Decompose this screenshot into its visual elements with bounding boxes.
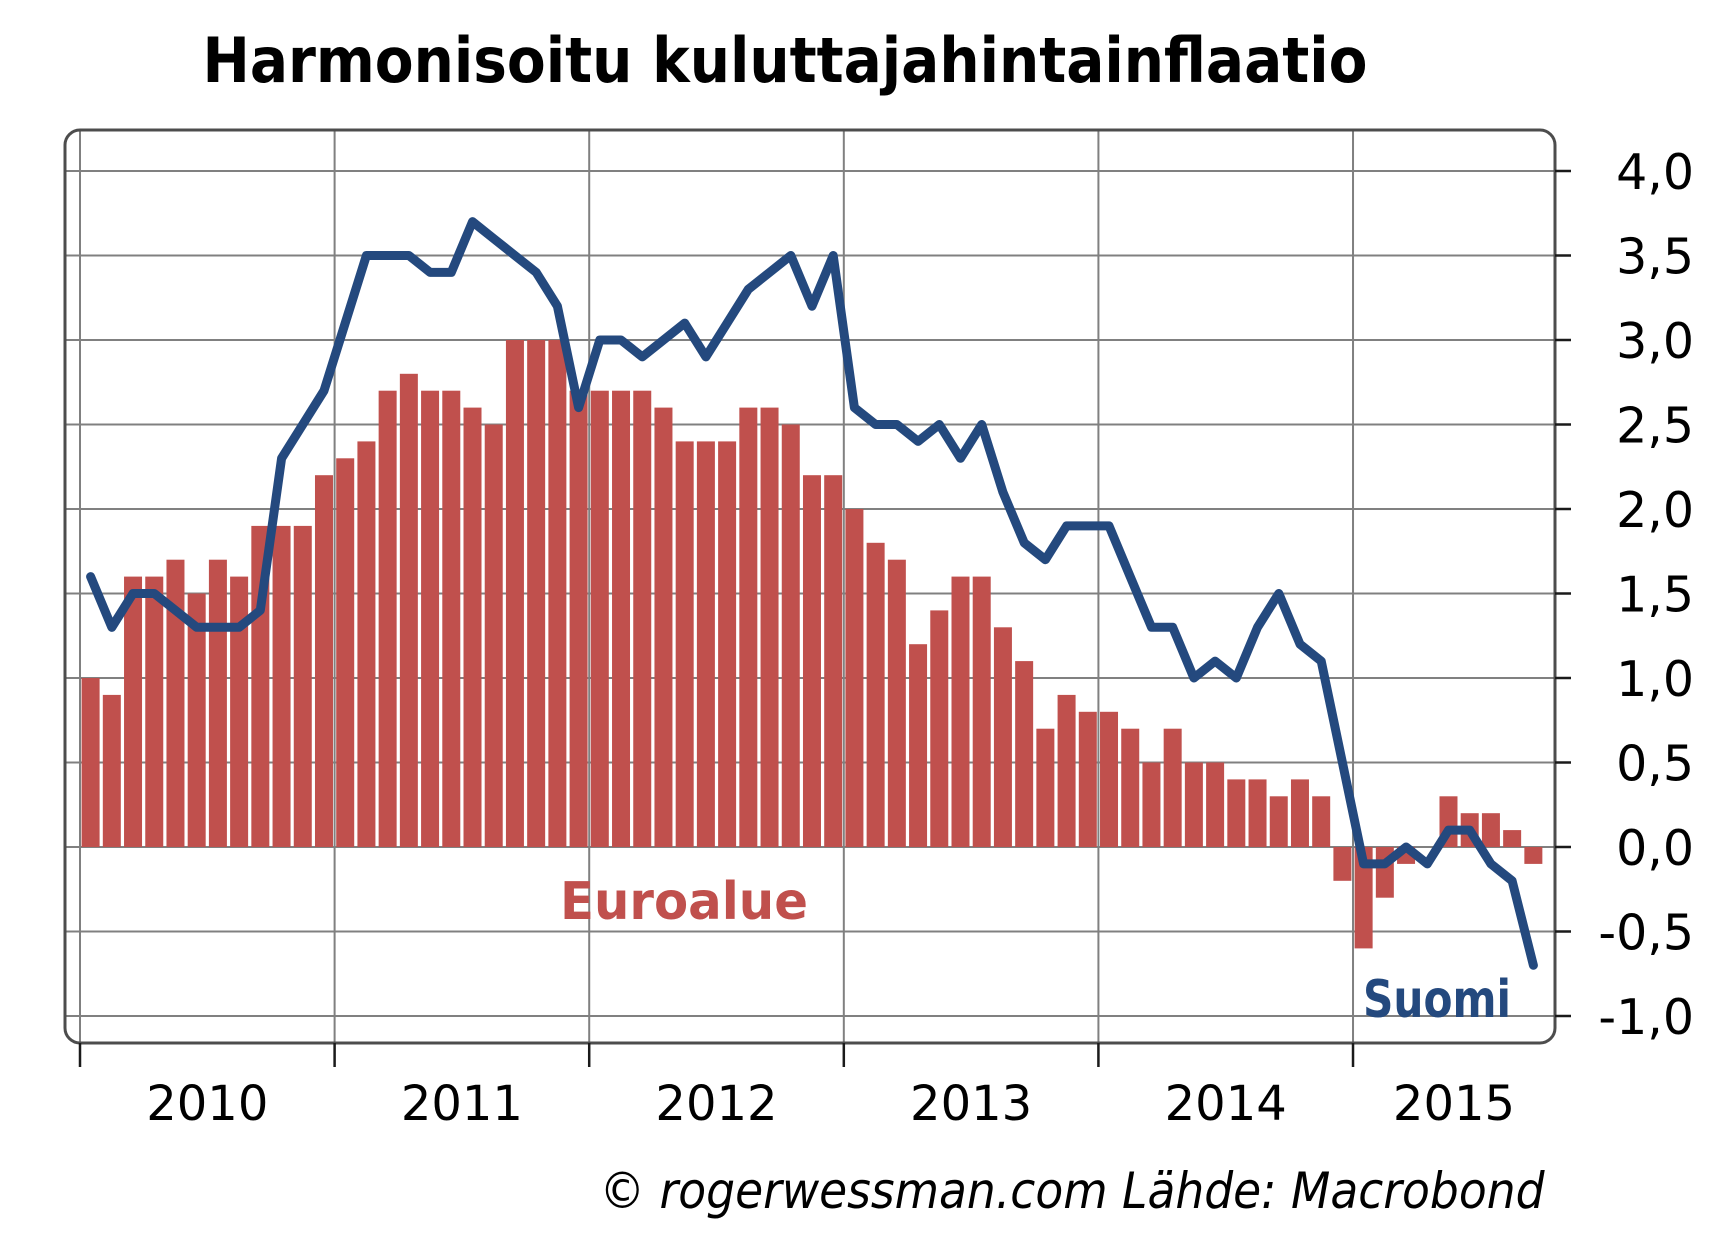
euroalue-bar: [166, 559, 185, 847]
euroalue-bar: [1333, 847, 1352, 881]
euroalue-bar: [1524, 847, 1543, 864]
euroalue-bar: [1015, 661, 1034, 847]
euroalue-bar: [102, 694, 121, 847]
euroalue-bar: [824, 475, 843, 847]
y-tick-label: 2,5: [1616, 398, 1694, 455]
euroalue-bar: [909, 644, 928, 847]
euroalue-bar: [1481, 813, 1500, 847]
euroalue-bar: [802, 475, 821, 847]
y-tick-label: -0,5: [1598, 905, 1694, 962]
y-tick-label: 1,0: [1616, 651, 1694, 708]
euroalue-bar: [357, 441, 376, 847]
euroalue-bar: [1078, 711, 1097, 847]
euroalue-bar: [633, 390, 652, 847]
y-tick-label: 2,0: [1616, 482, 1694, 539]
euroalue-bar: [569, 390, 588, 847]
y-tick-label: 1,5: [1616, 567, 1694, 624]
page-title: Harmonisoitu kuluttajahintainflaatio: [203, 24, 1368, 97]
euroalue-bar: [293, 525, 312, 847]
euroalue-bar: [972, 576, 991, 847]
x-tick-label: 2010: [146, 1076, 268, 1132]
euroalue-bar: [1227, 779, 1246, 847]
euroalue-bar: [1163, 728, 1182, 847]
euroalue-bar: [951, 576, 970, 847]
suomi-series-label: Suomi: [1363, 970, 1511, 1030]
euroalue-bar: [654, 407, 673, 847]
axis-labels-layer: 4,0 3,5 3,0 2,5 2,0 1,5 1,0 0,5 0,0 -0,5 -1,0 2010 2…: [78, 144, 1694, 1132]
euroalue-bar: [187, 593, 206, 847]
euroalue-bar: [1206, 762, 1225, 847]
euroalue-bar: [718, 441, 737, 847]
euroalue-series-label: Euroalue: [560, 872, 808, 932]
x-tick-label: 2015: [1393, 1076, 1515, 1132]
euroalue-bar: [399, 373, 418, 847]
y-tick-label: -1,0: [1598, 989, 1694, 1046]
euroalue-bar: [548, 340, 567, 847]
euroalue-bar: [1312, 796, 1331, 847]
euroalue-bar: [887, 559, 906, 847]
euroalue-bar: [1036, 728, 1055, 847]
euroalue-bar: [1354, 847, 1373, 949]
euroalue-bar: [81, 678, 100, 847]
x-tick-label: 2013: [910, 1076, 1032, 1132]
euroalue-bar: [845, 509, 864, 847]
euroalue-bar: [993, 627, 1012, 847]
y-tick-label: 0,0: [1616, 820, 1694, 877]
euroalue-bar: [378, 390, 397, 847]
euroalue-bar: [1184, 762, 1203, 847]
euroalue-bar: [675, 441, 694, 847]
euroalue-bar: [1290, 779, 1309, 847]
euroalue-bar: [1248, 779, 1267, 847]
suomi-line: [86, 217, 1538, 970]
x-tick-label: 2012: [655, 1076, 777, 1132]
euroalue-bar: [739, 407, 758, 847]
euroalue-bar: [1503, 830, 1522, 847]
y-tick-label: 0,5: [1616, 736, 1694, 793]
y-tick-label: 3,0: [1616, 313, 1694, 370]
euroalue-bar: [124, 576, 143, 847]
euroalue-bar: [930, 610, 949, 847]
euroalue-bar: [272, 525, 291, 847]
euroalue-bar: [527, 340, 546, 847]
euroalue-bar: [1142, 762, 1161, 847]
euroalue-bar: [421, 390, 440, 847]
euroalue-bar: [484, 424, 503, 847]
euroalue-bar: [866, 542, 885, 847]
euroalue-bar: [230, 576, 249, 847]
euroalue-bar: [1121, 728, 1140, 847]
euroalue-bar: [1057, 694, 1076, 847]
euroalue-bar: [145, 576, 164, 847]
y-tick-label: 4,0: [1616, 144, 1694, 201]
euroalue-bar: [336, 458, 355, 847]
euroalue-bar: [1269, 796, 1288, 847]
euroalue-bar: [314, 475, 333, 847]
suomi-line-layer: [86, 217, 1538, 970]
euroalue-bar: [760, 407, 779, 847]
euroalue-bar: [208, 559, 227, 847]
y-tick-label: 3,5: [1616, 229, 1694, 286]
euroalue-bar: [781, 424, 800, 847]
plot-border: [63, 128, 1557, 1045]
euroalue-bar: [442, 390, 461, 847]
x-tick-label: 2011: [401, 1076, 523, 1132]
euroalue-bar: [612, 390, 631, 847]
euroalue-bar: [463, 407, 482, 847]
euroalue-bar: [505, 340, 524, 847]
euroalue-bar: [696, 441, 715, 847]
x-tick-label: 2014: [1165, 1076, 1287, 1132]
euroalue-bar: [590, 390, 609, 847]
plot-frame-layer: [63, 128, 1557, 1045]
footer-credit: © rogerwessman.com Lähde: Macrobond: [600, 1162, 1545, 1220]
euroalue-bar: [1100, 711, 1119, 847]
